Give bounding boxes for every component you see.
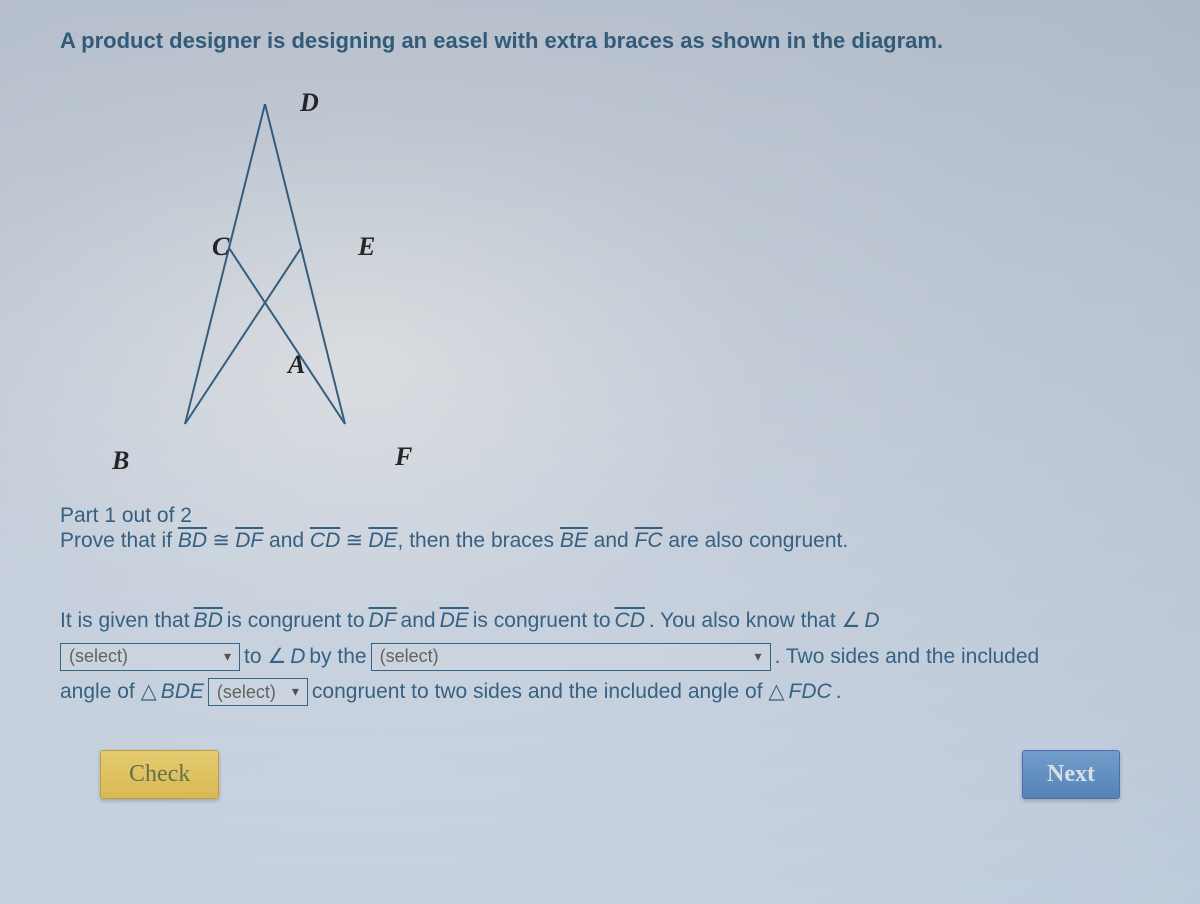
seg-de: DE [440,603,469,639]
easel-diagram: D C E A B F [80,84,1140,484]
select-placeholder: (select) [380,641,439,672]
proof-text: . Two sides and the included [775,639,1040,675]
proof-text: congruent to two sides and the included … [312,674,785,710]
proof-text: is congruent to [227,603,365,639]
seg-df: DF [235,529,263,552]
prove-text: and [588,529,635,552]
chevron-down-icon: ▾ [292,680,299,704]
proof-text: by the [309,639,366,675]
seg-be: BE [560,529,588,552]
proof-text: It is given that [60,603,190,639]
select-reason[interactable]: (select) ▾ [371,643,771,671]
tri-fdc: FDC [789,674,832,710]
prove-text: are also congruent. [663,529,849,552]
vertex-c: C [212,232,229,262]
tri-bde: BDE [161,674,204,710]
seg-cd: CD [615,603,645,639]
seg-cd: CD [310,529,340,552]
select-placeholder: (select) [69,641,128,672]
proof-text: . [836,674,842,710]
seg-bd: BD [194,603,223,639]
proof-text: . You also know that ∠ [649,603,860,639]
chevron-down-icon: ▾ [224,645,231,669]
select-verb[interactable]: (select) ▾ [208,678,308,706]
vertex-e: E [358,232,375,262]
proof-text: angle of △ [60,674,157,710]
select-placeholder: (select) [217,677,276,708]
select-relation[interactable]: (select) ▾ [60,643,240,671]
vertex-f: F [395,442,412,472]
buttons-row: Check Next [60,750,1140,799]
vertex-b: B [112,446,129,476]
proof-text: and [401,603,436,639]
prove-statement: Prove that if BD ≅ DF and CD ≅ DE, then … [60,528,1140,553]
vertex-d: D [300,88,319,118]
next-button[interactable]: Next [1022,750,1120,799]
proof-text: to ∠ [244,639,286,675]
seg-bd: BD [178,529,207,552]
seg-fc: FC [635,529,663,552]
cong-symbol: ≅ [340,528,368,552]
seg-df: DF [369,603,397,639]
vertex-a: A [288,350,305,380]
proof-body: It is given that BD is congruent to DF a… [60,603,1140,710]
prove-text: Prove that if [60,529,178,552]
chevron-down-icon: ▾ [755,645,762,669]
check-button[interactable]: Check [100,750,219,799]
angle-d: D [290,639,305,675]
problem-title: A product designer is designing an easel… [60,28,1140,54]
seg-de: DE [368,529,397,552]
cong-symbol: ≅ [207,528,235,552]
angle-d: D [864,603,879,639]
prove-text: , then the braces [398,529,560,552]
prove-text: and [263,529,310,552]
proof-text: is congruent to [473,603,611,639]
easel-svg [125,104,405,444]
part-indicator: Part 1 out of 2 [60,504,1140,528]
